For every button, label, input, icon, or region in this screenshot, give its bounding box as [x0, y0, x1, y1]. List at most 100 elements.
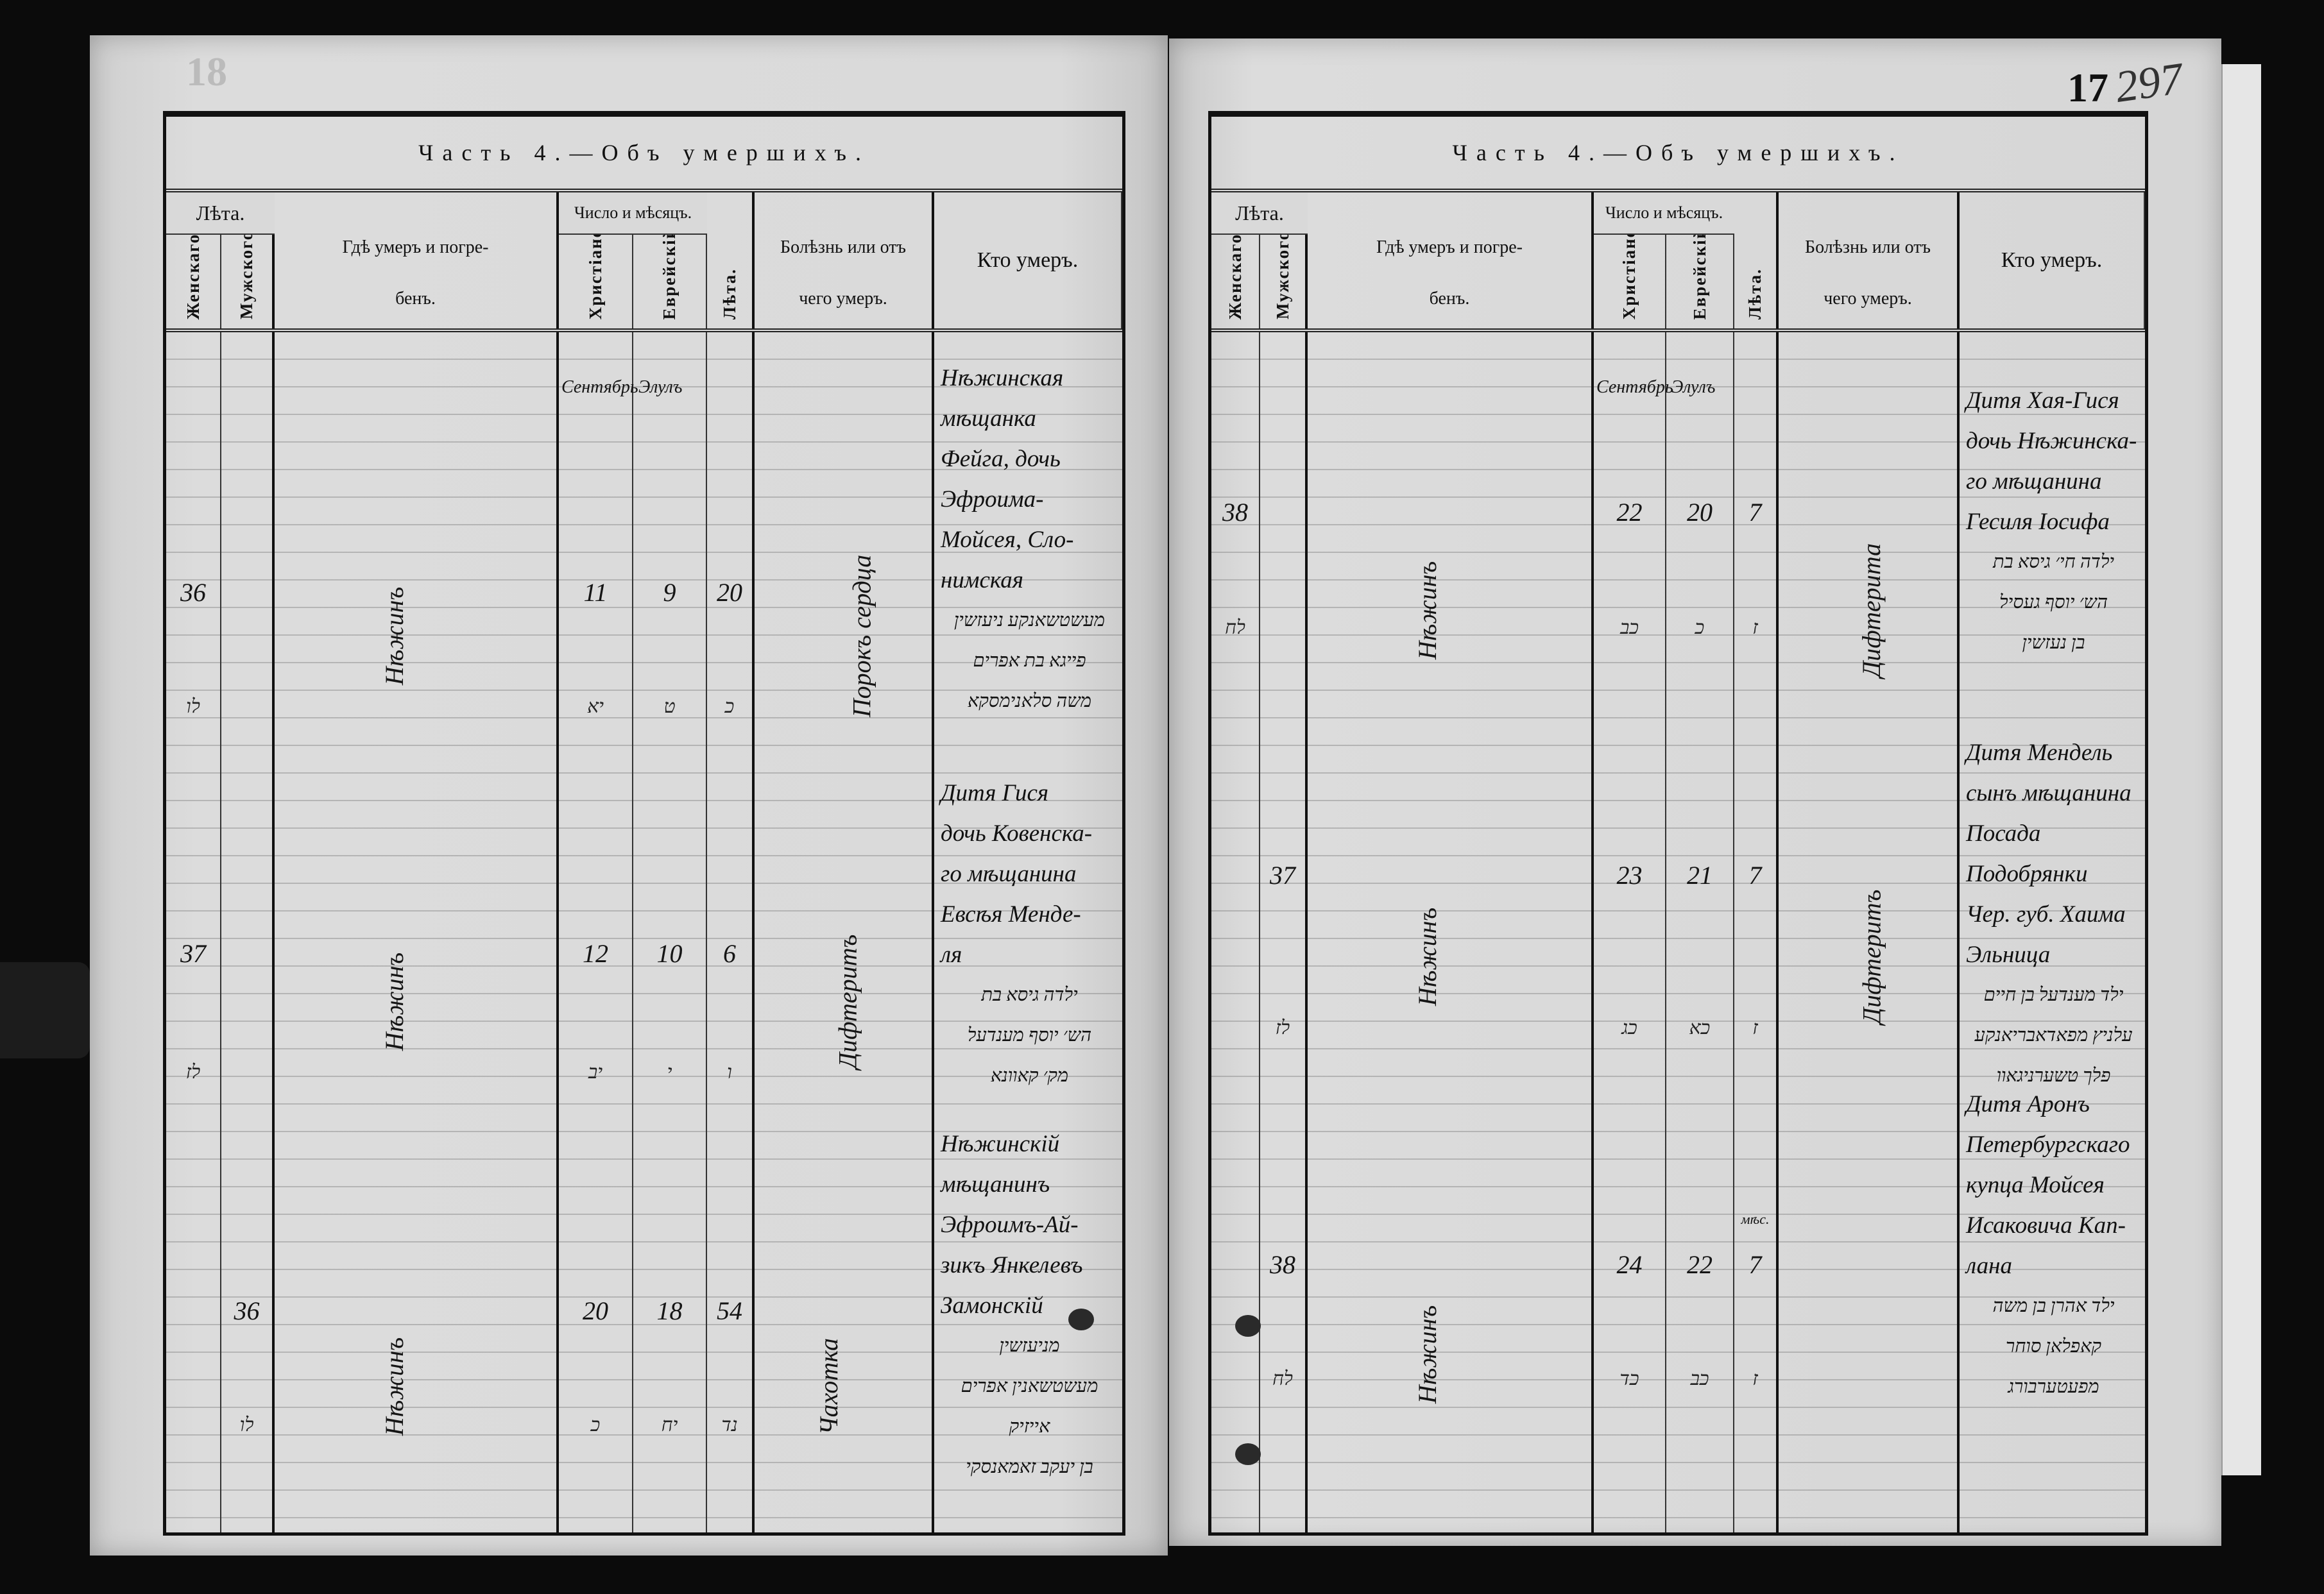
deceased-age-hebrew: ז	[1752, 1017, 1758, 1039]
who-line-hebrew: עלניץ מפאדאבריאנקע	[1974, 1025, 2133, 1046]
table-title: Часть 4.—Объ умершихъ.	[166, 117, 1122, 192]
christian-day: 11	[583, 578, 608, 607]
header-who: Кто умеръ.	[1960, 192, 2145, 328]
who-line: Дитя Аронъ	[1966, 1091, 2090, 1117]
who-line: Нѣжинская	[941, 365, 1064, 391]
column-0: 36 לו 37 לז	[166, 332, 221, 1532]
burial-place: Нѣжинъ	[1413, 907, 1442, 1006]
jewish-day: 22	[1687, 1250, 1713, 1279]
header-female-label: Женскаго.	[1225, 227, 1245, 319]
who-line-hebrew: בן נעזשין	[2022, 632, 2085, 653]
column-3: Сентябрь 22 כב 23 כג 24 כד	[1594, 332, 1673, 1532]
month-jewish: Элулъ	[1671, 377, 1716, 397]
who-line: дочь Нѣжинска-	[1966, 428, 2137, 454]
who-line: Фейга, дочь	[941, 446, 1061, 472]
header-age: Лѣта.	[1734, 192, 1779, 328]
column-2: Нѣжинъ Нѣжинъ Нѣжинъ	[1308, 332, 1594, 1532]
male-age-hebrew: לו	[239, 1414, 254, 1436]
who-line-hebrew: מעשטשאנין אפרים אייזיק	[961, 1376, 1098, 1437]
christian-day: 24	[1616, 1250, 1643, 1279]
who-line: Эфроимъ-Ай-	[941, 1212, 1079, 1238]
jewish-day-hebrew: ט	[663, 696, 676, 717]
who-line: Эльница	[1966, 942, 2051, 968]
jewish-day: 18	[656, 1296, 683, 1325]
christian-day-hebrew: כ	[590, 1414, 601, 1436]
who-line: мѣщанинъ	[941, 1171, 1050, 1198]
deceased-age: 6	[723, 939, 736, 968]
who-line: Чер. губ. Хаима	[1966, 901, 2126, 928]
header-place: Гдѣ умеръ и погре-бенъ.	[275, 192, 559, 328]
who-line-hebrew: ילדה חי׳ גיסא בת	[1992, 552, 2115, 572]
who-line-hebrew: ילד אהרן בן משה	[1992, 1296, 2115, 1316]
deceased-age: 54	[717, 1296, 742, 1325]
deceased-age-hebrew: ז	[1752, 1368, 1758, 1389]
cause-of-death: Чахотка	[814, 1338, 843, 1435]
jewish-day-hebrew: יח	[661, 1414, 678, 1436]
deceased-age-hebrew: ז	[1752, 617, 1758, 638]
female-age: 38	[1222, 498, 1248, 527]
cause-of-death: Дифтеритъ	[833, 934, 862, 1069]
who-line: купца Мойсея	[1966, 1172, 2105, 1198]
cause-of-death: Дифтеритъ	[1857, 889, 1886, 1024]
who-line: Посада Подобрянки	[1966, 820, 2088, 887]
header-male: Мужского.	[1260, 192, 1308, 328]
female-age-hebrew: לז	[185, 1062, 201, 1083]
header-cause: Болѣзнь или отъ чего умеръ.	[1779, 192, 1960, 328]
who-line: Мойсея, Сло-	[941, 527, 1074, 553]
jewish-day: 9	[663, 578, 676, 607]
month-jewish: Элулъ	[638, 377, 683, 397]
header-date-group: Число и мѣсяцъ.	[559, 192, 707, 235]
who-line: сынъ мѣщанина	[1966, 780, 2132, 806]
deceased-age: 7	[1748, 498, 1762, 527]
christian-day: 20	[583, 1296, 608, 1325]
christian-day-hebrew: כג	[1621, 1017, 1637, 1039]
header-age-label: Лѣта.	[719, 267, 739, 319]
deceased-age: 20	[717, 578, 742, 607]
who-line-hebrew: קאפלאן סוחר	[2005, 1336, 2102, 1357]
christian-day-hebrew: יא	[587, 696, 604, 717]
deceased-age-hebrew: ו	[727, 1062, 732, 1083]
column-6: Дифтерита Дифтеритъ	[1779, 332, 1960, 1532]
deceased-description: Дитя Аронъ Петербургскаго купца Мойсея Исак…	[1966, 1084, 2141, 1407]
female-age: 36	[180, 578, 206, 607]
column-4: Элулъ 20 כ 21 כא 22 כב	[1666, 332, 1734, 1532]
christian-day: 22	[1616, 498, 1643, 527]
header-male-label: Мужского.	[1272, 225, 1292, 319]
column-0: 38 לח	[1211, 332, 1260, 1532]
column-3: Сентябрь 11 יא 12 יב 20 כ	[559, 332, 638, 1532]
deceased-age: 7	[1748, 861, 1762, 890]
month-christian: Сентябрь	[561, 377, 638, 397]
header-female: Женскаго.	[166, 192, 221, 328]
header-cause-label-top: Болѣзнь или отъ	[780, 237, 906, 257]
header-cause-label-bottom: чего умеръ.	[799, 289, 887, 309]
who-line: Гесиля Іосифа	[1966, 509, 2110, 535]
header-age-group: Лѣта.	[166, 192, 275, 235]
ink-blot	[1068, 1309, 1094, 1330]
who-line: нимская	[941, 567, 1023, 593]
christian-day-hebrew: כד	[1619, 1368, 1639, 1389]
month-christian: Сентябрь	[1596, 377, 1673, 397]
who-line: мѣщанка	[941, 405, 1036, 432]
who-line: Дитя Хая-Гися	[1966, 387, 2119, 414]
register-table: Часть 4.—Объ умершихъ. Женскаго. Мужского…	[163, 111, 1125, 1536]
who-line: го мѣщанина	[1966, 468, 2102, 495]
who-line: Эфроима-	[941, 486, 1044, 513]
burial-place: Нѣжинъ	[380, 586, 409, 686]
who-line: Евсѣя Менде-	[941, 901, 1081, 928]
left-page: 18 Часть 4.—Объ умершихъ. Женскаго. Мужск…	[90, 35, 1168, 1556]
male-age-hebrew: לז	[1275, 1017, 1290, 1039]
header-cause: Болѣзнь или отъ чего умеръ.	[755, 192, 934, 328]
column-6: Порокъ сердца Дифтеритъ Чахотка	[755, 332, 934, 1532]
deceased-description: Дитя Хая-Гися дочь Нѣжинска-го мѣщанина Ге…	[1966, 380, 2141, 663]
who-line: Исаковича Кап-	[1966, 1212, 2126, 1239]
column-7: Дитя Хая-Гися дочь Нѣжинска-го мѣщанина Ге…	[1960, 332, 2145, 1532]
right-page: 17 297 Часть 4.—Объ умершихъ. Женскаго. М…	[1169, 38, 2221, 1546]
deceased-description: Нѣжинская мѣщанка Фейга, дочь Эфроима- Мойсе…	[941, 358, 1118, 722]
who-line-hebrew: ילדה גיסא בת	[981, 985, 1078, 1005]
column-7: Нѣжинская мѣщанка Фейга, дочь Эфроима- Мойсе…	[934, 332, 1122, 1532]
christian-day-hebrew: יב	[588, 1062, 603, 1083]
who-line-hebrew: הש׳ יוסף מענדעל	[967, 1025, 1092, 1046]
jewish-day: 20	[1687, 498, 1713, 527]
female-age-hebrew: לח	[1225, 617, 1245, 638]
header-christian: Христіанскій.	[1594, 192, 1666, 328]
